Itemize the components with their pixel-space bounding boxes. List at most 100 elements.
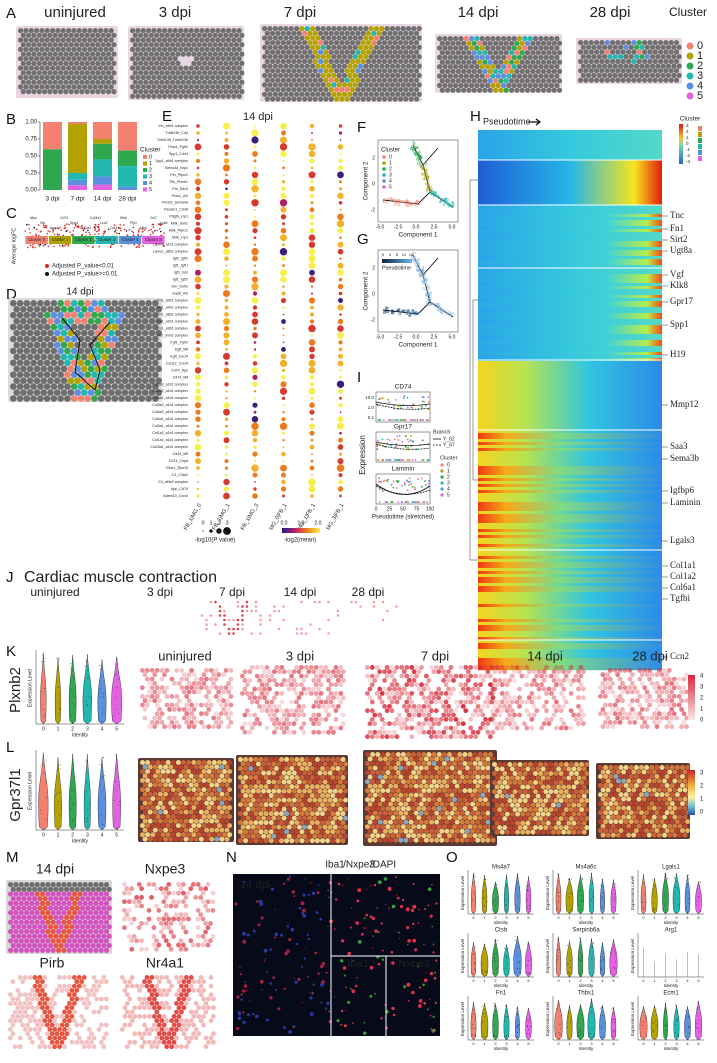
spot [302,30,308,36]
spot [149,668,155,673]
spot [304,632,308,635]
cell [44,661,45,662]
spot [101,353,108,361]
cell [422,280,426,284]
spot [630,698,635,704]
spot [461,68,467,74]
spot [532,82,539,89]
spot [453,64,459,70]
spot [546,78,552,84]
spot [42,70,48,76]
spot [91,371,98,379]
spot [479,73,485,79]
spot [254,665,260,670]
spot [146,46,152,53]
gene-dot [64,224,66,227]
spot [222,823,227,829]
cell [412,441,414,443]
spot [57,383,64,390]
spot [152,681,158,686]
dot [308,150,316,158]
heat-row [478,544,662,548]
cell [117,663,119,665]
spot [125,371,132,379]
spot [131,311,139,319]
spot [147,681,153,686]
spot [631,77,637,83]
spot [477,68,483,74]
x-tick-label: 14 dpi [94,196,112,203]
spot [371,49,377,55]
row-label: Ptn_Ptprz1 [170,173,188,177]
axis-title: Identity [72,838,89,844]
spot [213,685,219,691]
spot [566,669,572,675]
dot [337,144,344,150]
spot [272,63,278,69]
spot [300,600,303,604]
spot [408,49,414,55]
spot [490,699,495,705]
spot [676,685,682,691]
spot [312,87,318,93]
spot [371,68,377,74]
y-tick-label: 2 [372,265,375,271]
dot [311,132,313,134]
heat-row [478,484,662,488]
legend-label: 2 [389,166,392,172]
bar-segment [93,122,112,139]
heat-row [478,523,662,527]
spot [101,389,108,396]
spot [227,814,233,820]
spot [387,30,393,36]
spot [199,84,205,90]
spot [26,42,32,48]
spot [215,84,221,90]
spot [186,698,192,704]
spot [278,54,284,60]
spot [492,721,498,727]
spot [278,35,284,41]
spot [318,87,324,93]
spot [150,823,156,829]
heat-row [478,424,662,428]
spot [254,600,258,604]
spot [658,68,664,74]
spot [160,778,166,783]
spot [146,65,152,71]
dot [309,382,315,387]
spot [671,685,677,691]
spot [426,695,432,701]
spot [328,40,334,46]
dot [197,474,199,477]
spot [394,682,400,688]
cell [430,302,433,306]
legend-swatch [382,173,386,177]
spot [262,669,267,675]
cell [395,443,398,445]
spot [320,35,326,41]
cell [400,501,403,503]
spot [217,60,224,66]
spot [596,72,602,78]
spot [408,40,414,46]
dot [253,348,257,351]
legend-swatch [382,155,386,159]
spot [299,72,305,79]
dot [339,369,342,372]
cell [409,481,411,483]
spot [90,79,96,85]
spot [270,87,276,93]
cell [420,405,423,408]
legend-label: 4 [149,180,152,186]
spot [226,715,231,721]
spot [150,832,156,838]
spot [637,702,643,708]
dot [223,290,230,297]
spot [429,665,434,670]
spot [306,686,312,692]
spot [602,44,608,50]
cell [393,198,397,202]
spot [208,685,214,691]
cell [69,668,71,669]
